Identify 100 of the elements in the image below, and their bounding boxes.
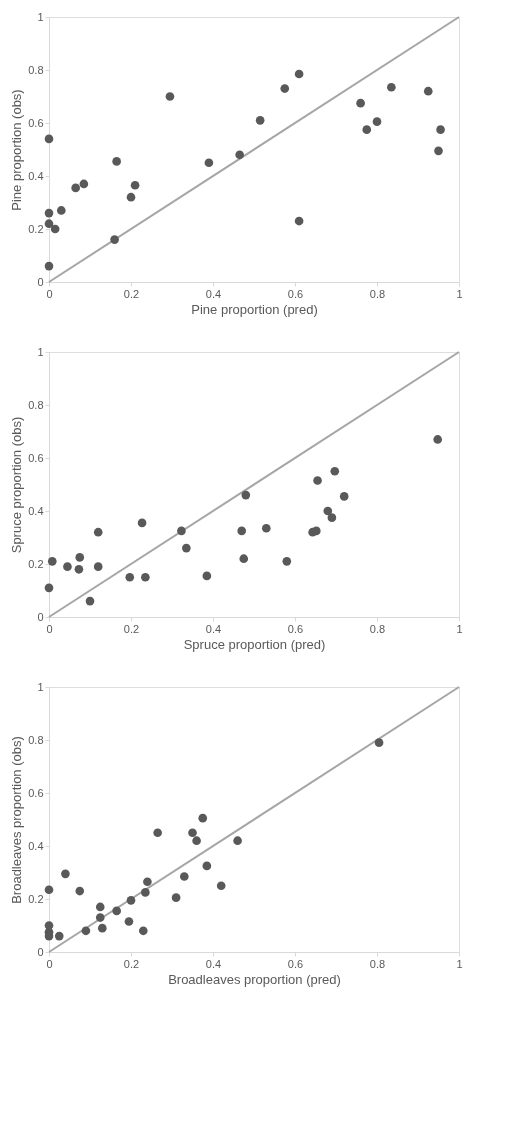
point [79, 179, 89, 189]
y-tick-label: 0 [37, 275, 44, 288]
point [74, 564, 84, 574]
point [50, 224, 60, 234]
x-axis-title: Broadleaves proportion (pred) [168, 971, 341, 987]
point [44, 261, 54, 271]
point [434, 146, 443, 156]
y-tick-label: 0.8 [28, 733, 44, 746]
y-tick-label: 0.4 [28, 169, 44, 182]
point [124, 917, 134, 926]
point [327, 513, 337, 522]
x-tick-label: 0 [46, 957, 53, 970]
point [75, 886, 85, 896]
point [294, 69, 304, 79]
point [137, 518, 147, 528]
point [95, 902, 105, 912]
y-tick-label: 0.6 [28, 116, 44, 129]
point [110, 235, 119, 244]
point [44, 208, 54, 218]
point [126, 896, 136, 905]
y-tick-label: 0.6 [28, 786, 44, 799]
x-tick-label: 0.2 [123, 287, 140, 300]
point [44, 134, 54, 144]
point [143, 877, 152, 887]
y-tick-label: 0 [37, 610, 44, 623]
point [192, 836, 201, 846]
point [356, 98, 365, 108]
point [125, 572, 135, 582]
point [61, 869, 70, 879]
point [179, 872, 189, 881]
x-tick-label: 1 [456, 287, 463, 300]
point [339, 492, 349, 501]
point [362, 125, 372, 134]
point [423, 86, 433, 96]
point [153, 828, 162, 838]
y-tick-label: 0.2 [28, 892, 44, 905]
point [44, 219, 54, 229]
point [282, 557, 292, 566]
point [237, 526, 247, 536]
x-tick-label: 0.2 [123, 622, 140, 635]
point [138, 926, 148, 936]
point [130, 180, 140, 190]
y-axis-title: Pine proportion (obs) [9, 89, 25, 211]
y-tick-label: 0.2 [28, 222, 44, 235]
y-tick-label: 0.8 [28, 63, 44, 76]
point [112, 906, 121, 916]
y-tick-label: 1 [37, 345, 44, 358]
x-tick-label: 0.6 [287, 287, 304, 300]
x-tick-label: 0.4 [205, 957, 222, 970]
point [255, 116, 265, 125]
point [204, 158, 214, 168]
x-tick-label: 0.2 [123, 957, 140, 970]
y-tick-label: 0.8 [28, 398, 44, 411]
point [241, 490, 251, 500]
point [182, 543, 191, 553]
x-tick-label: 0 [46, 622, 53, 635]
point [202, 571, 212, 581]
point [323, 506, 333, 516]
point [202, 861, 212, 871]
point [294, 216, 304, 226]
y-axis-title: Broadleaves proportion (obs) [9, 736, 25, 904]
point [374, 738, 384, 747]
x-tick-label: 0.6 [287, 957, 304, 970]
point [198, 813, 208, 823]
point [71, 183, 80, 193]
point [112, 157, 121, 166]
point [97, 923, 107, 933]
point [141, 888, 150, 897]
point [235, 150, 244, 160]
point [372, 117, 382, 126]
point [75, 553, 85, 562]
point [44, 583, 54, 593]
point [171, 893, 181, 902]
x-tick-label: 0.8 [369, 957, 386, 970]
point [47, 557, 57, 566]
point [93, 562, 103, 571]
y-tick-label: 0 [37, 945, 44, 958]
point [56, 206, 66, 215]
point [54, 931, 64, 941]
point [433, 435, 443, 444]
point [188, 828, 197, 838]
x-tick-label: 1 [456, 622, 463, 635]
point [93, 527, 103, 537]
point [330, 466, 340, 476]
y-tick-label: 0.2 [28, 557, 44, 570]
point [44, 885, 54, 895]
x-axis-title: Pine proportion (pred) [191, 301, 318, 317]
x-axis-title: Spruce proportion (pred) [183, 636, 326, 652]
point [126, 192, 136, 202]
y-tick-label: 0.4 [28, 504, 44, 517]
y-tick-label: 0.6 [28, 451, 44, 464]
point [81, 926, 91, 936]
point [141, 572, 150, 582]
point [177, 526, 186, 536]
point [165, 92, 175, 101]
point [85, 596, 95, 606]
point [313, 476, 322, 485]
x-tick-label: 0.8 [369, 287, 386, 300]
point [216, 881, 226, 891]
y-axis-title: Spruce proportion (obs) [9, 416, 25, 554]
